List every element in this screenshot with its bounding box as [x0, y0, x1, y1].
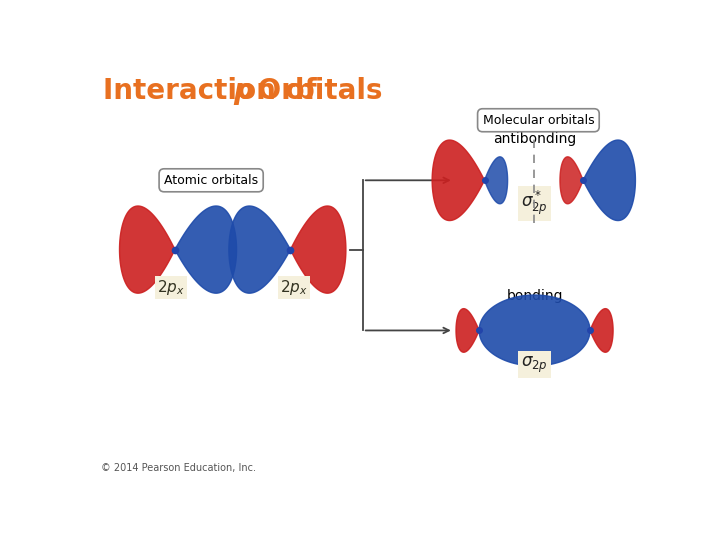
Polygon shape — [175, 206, 237, 293]
Text: Interaction of: Interaction of — [103, 77, 326, 105]
Text: antibonding: antibonding — [493, 132, 576, 146]
Text: Atomic orbitals: Atomic orbitals — [164, 174, 258, 187]
Polygon shape — [560, 157, 583, 204]
Polygon shape — [456, 309, 479, 352]
Polygon shape — [120, 206, 175, 293]
Text: $\mathit{\sigma}_{2p}$: $\mathit{\sigma}_{2p}$ — [521, 354, 548, 375]
Text: $\mathit{\sigma}^*_{2p}$: $\mathit{\sigma}^*_{2p}$ — [521, 189, 548, 217]
Text: bonding: bonding — [506, 289, 563, 302]
Text: Molecular orbitals: Molecular orbitals — [482, 114, 594, 127]
Polygon shape — [590, 309, 613, 352]
Polygon shape — [229, 206, 290, 293]
Text: Orbitals: Orbitals — [248, 77, 382, 105]
Polygon shape — [432, 140, 485, 220]
Polygon shape — [485, 157, 508, 204]
Text: $2p_x$: $2p_x$ — [280, 278, 308, 297]
Polygon shape — [290, 206, 346, 293]
Text: $2p_x$: $2p_x$ — [157, 278, 185, 297]
Polygon shape — [479, 295, 590, 366]
Text: © 2014 Pearson Education, Inc.: © 2014 Pearson Education, Inc. — [101, 463, 256, 473]
Polygon shape — [583, 140, 636, 220]
Text: p: p — [233, 77, 253, 105]
